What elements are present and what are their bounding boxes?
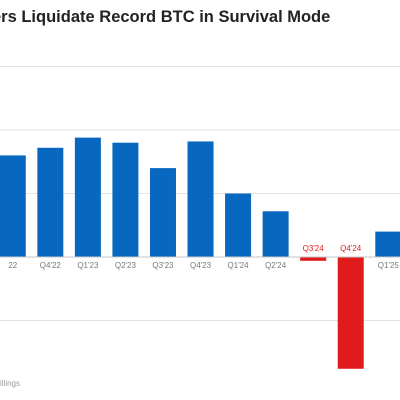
category-label: Q1'24 [228, 261, 250, 270]
category-label: Q1'23 [77, 261, 99, 270]
bar-Q2'23 [112, 142, 139, 257]
source-note: illings [0, 379, 21, 388]
bar-Q1'23 [74, 137, 101, 257]
category-label: Q4'22 [40, 261, 62, 270]
bar-Q3'24 [300, 257, 327, 261]
category-label: Q3'24 [303, 244, 325, 253]
category-label: Q4'24 [340, 244, 362, 253]
category-label: 22 [8, 261, 17, 270]
bar-Q1'25 [375, 231, 400, 257]
bar-Q2'24 [262, 211, 289, 257]
chart-title: ers Liquidate Record BTC in Survival Mod… [0, 8, 331, 26]
bar-Q3'22 [0, 155, 26, 257]
category-label: Q1'25 [378, 261, 400, 270]
category-label: Q2'24 [265, 261, 287, 270]
category-label: Q3'23 [152, 261, 174, 270]
bar-Q4'24 [337, 257, 364, 369]
bar-Q4'22 [37, 147, 64, 257]
category-label: Q4'23 [190, 261, 212, 270]
category-label: Q2'23 [115, 261, 137, 270]
bar-Q1'24 [225, 193, 252, 257]
bar-Q4'23 [187, 141, 214, 257]
bar-Q3'23 [149, 168, 176, 257]
